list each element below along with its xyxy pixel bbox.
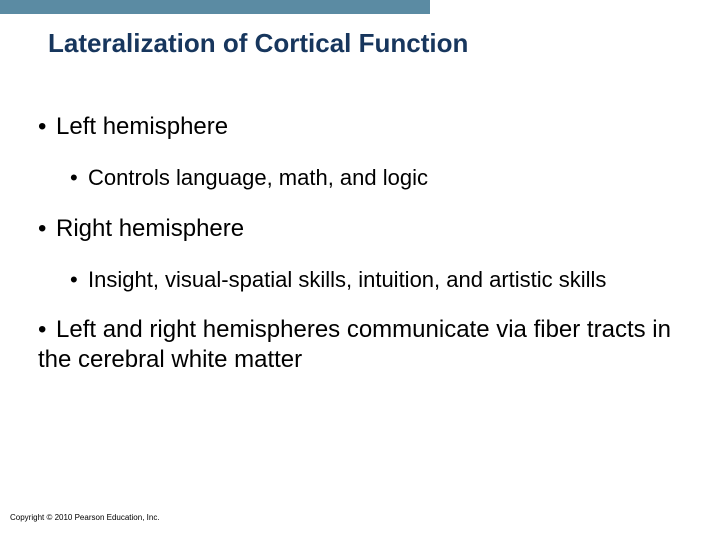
bullet-level2: •Controls language, math, and logic: [70, 164, 690, 192]
copyright-footer: Copyright © 2010 Pearson Education, Inc.: [10, 513, 160, 522]
bullet-level1: •Left and right hemispheres communicate …: [38, 315, 690, 375]
bullet-text: Controls language, math, and logic: [88, 165, 428, 190]
bullet-text: Left hemisphere: [56, 113, 228, 140]
bullet-text: Right hemisphere: [56, 215, 244, 242]
bullet-marker: •: [38, 214, 56, 244]
bullet-marker: •: [70, 266, 88, 294]
bullet-marker: •: [38, 315, 56, 345]
slide-title: Lateralization of Cortical Function: [48, 28, 468, 59]
bullet-marker: •: [70, 164, 88, 192]
slide-content: •Left hemisphere •Controls language, mat…: [38, 112, 690, 397]
accent-bar: [0, 0, 430, 14]
bullet-text: Left and right hemispheres communicate v…: [38, 316, 671, 373]
bullet-text: Insight, visual-spatial skills, intuitio…: [88, 267, 606, 292]
bullet-marker: •: [38, 112, 56, 142]
bullet-level1: •Right hemisphere: [38, 214, 690, 244]
bullet-level1: •Left hemisphere: [38, 112, 690, 142]
bullet-level2: •Insight, visual-spatial skills, intuiti…: [70, 266, 690, 294]
